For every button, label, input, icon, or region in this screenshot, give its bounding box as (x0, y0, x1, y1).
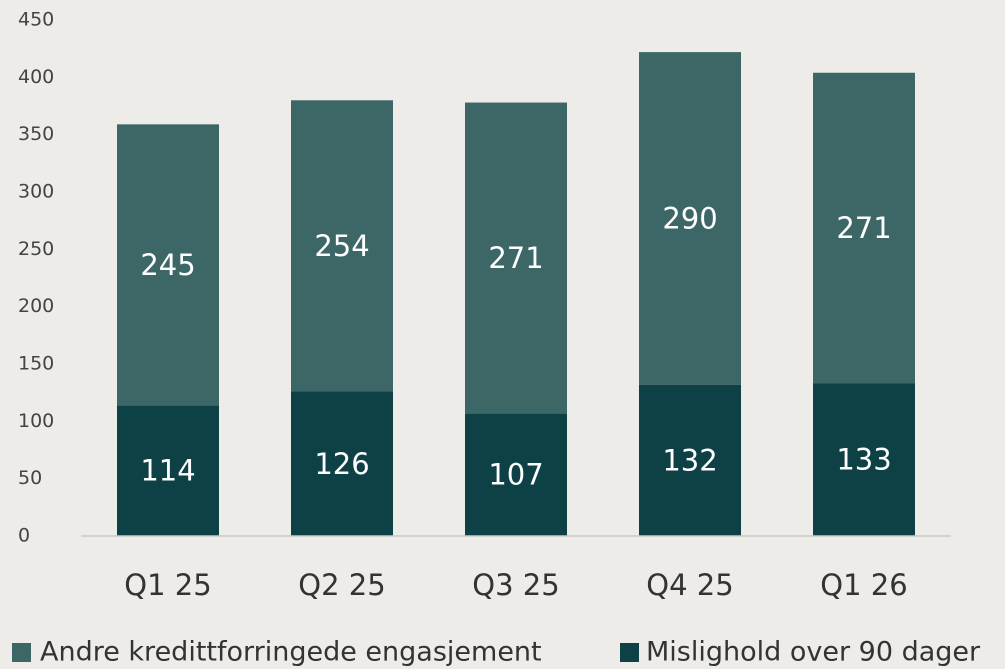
data-label: 271 (488, 241, 543, 275)
bar-segment (639, 52, 741, 385)
bar-segment (813, 72, 915, 384)
data-label: 245 (140, 248, 195, 282)
data-label: 254 (314, 229, 369, 263)
y-tick-label: 50 (18, 467, 42, 489)
y-tick-label: 150 (18, 353, 54, 375)
bar-segment (639, 384, 741, 536)
x-tick-label: Q1 25 (124, 568, 211, 602)
data-label: 126 (314, 447, 369, 481)
legend-swatch (12, 643, 31, 662)
y-tick-label: 300 (18, 181, 54, 203)
bar-segment (291, 100, 393, 392)
data-label: 133 (836, 443, 891, 477)
x-tick-label: Q3 25 (472, 568, 559, 602)
x-tick-label: Q4 25 (646, 568, 733, 602)
legend-label: Mislighold over 90 dager (646, 637, 981, 668)
legend-label: Andre kredittforringede engasjement (40, 637, 542, 668)
y-tick-label: 0 (18, 525, 30, 547)
bar-segment (813, 383, 915, 536)
y-tick-label: 250 (18, 238, 54, 260)
y-tick-label: 200 (18, 295, 54, 317)
legend-swatch (620, 643, 639, 662)
bar-segment (465, 102, 567, 414)
data-label: 132 (662, 443, 717, 477)
data-label: 290 (662, 201, 717, 235)
data-label: 271 (836, 211, 891, 245)
bar-segment (117, 405, 219, 536)
x-tick-label: Q2 25 (298, 568, 385, 602)
x-tick-label: Q1 26 (820, 568, 907, 602)
y-tick-label: 100 (18, 410, 54, 432)
data-label: 114 (140, 454, 195, 488)
y-tick-label: 400 (18, 66, 54, 88)
bar-segment (291, 391, 393, 536)
bar-segment (117, 124, 219, 406)
data-label: 107 (488, 458, 543, 492)
bar-segment (465, 413, 567, 536)
y-tick-label: 350 (18, 123, 54, 145)
y-tick-label: 450 (18, 9, 54, 31)
